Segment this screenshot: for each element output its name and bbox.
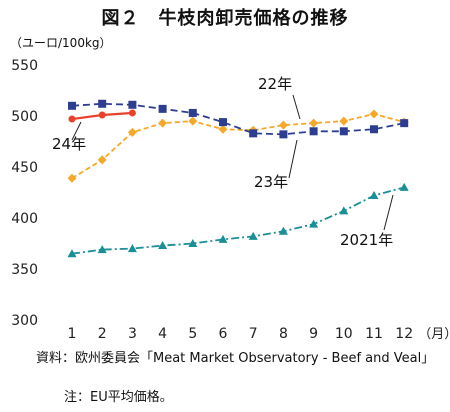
y-tick-label: 500 [11, 109, 38, 125]
data-point-2021 [399, 182, 409, 191]
data-point-22 [369, 109, 379, 119]
data-point-24 [128, 109, 136, 117]
data-point-22 [127, 127, 137, 137]
source-note: 資料：欧州委員会「Meat Market Observatory - Beef … [36, 351, 435, 366]
x-tick-label: 11 [365, 326, 383, 342]
chart-title: 図２ 牛枝肉卸売価格の推移 [101, 8, 349, 29]
data-point-22 [97, 155, 107, 165]
data-point-23 [370, 125, 378, 134]
x-tick-label: 10 [335, 326, 353, 342]
data-point-2021 [369, 191, 379, 200]
series-label-leader [292, 94, 301, 120]
data-point-22 [218, 124, 228, 134]
x-tick-label: 6 [219, 326, 228, 342]
x-tick-label: 12 [395, 326, 413, 342]
data-point-23 [249, 129, 258, 138]
x-tick-label: 2 [98, 326, 107, 342]
y-tick-label: 350 [11, 262, 38, 278]
data-point-24 [68, 115, 76, 123]
y-tick-label: 300 [11, 313, 38, 329]
x-tick-label: 4 [158, 326, 167, 342]
series-line-23 [71, 102, 405, 136]
data-point-2021 [339, 206, 349, 215]
data-point-2021 [278, 226, 288, 235]
series-line-2021 [71, 186, 405, 255]
data-point-22 [158, 118, 168, 128]
data-point-23 [68, 101, 76, 110]
y-tick-label: 550 [11, 58, 38, 74]
data-point-22 [339, 116, 349, 126]
data-point-2021 [67, 249, 77, 258]
footnote: 注：EU平均価格。 [64, 390, 173, 405]
x-axis-unit-label: （月） [418, 327, 450, 342]
data-point-2021 [248, 231, 258, 240]
series-label-leader [383, 194, 394, 231]
data-point-23 [128, 100, 137, 109]
data-point-23 [309, 127, 318, 136]
series-label-2021: 2021年 [340, 231, 393, 249]
data-point-22 [188, 116, 198, 126]
data-point-23 [400, 119, 409, 128]
data-point-23 [279, 130, 288, 139]
x-tick-label: 1 [68, 326, 77, 342]
data-point-23 [339, 127, 348, 136]
series-label-24: 24年 [52, 135, 86, 153]
data-point-2021 [127, 244, 137, 253]
data-point-2021 [188, 239, 198, 247]
series-label-23: 23年 [254, 173, 288, 191]
data-point-23 [98, 99, 107, 108]
data-point-2021 [218, 234, 228, 243]
series-label-22: 22年 [258, 75, 292, 93]
x-tick-label: 8 [279, 326, 288, 342]
data-point-22 [309, 118, 319, 128]
data-point-23 [158, 104, 167, 113]
data-point-22 [278, 120, 288, 130]
series-label-leader [288, 139, 298, 179]
x-tick-label: 3 [128, 326, 137, 342]
data-point-23 [188, 108, 197, 117]
data-point-23 [219, 118, 227, 127]
data-point-2021 [97, 245, 107, 254]
data-point-24 [98, 111, 106, 119]
x-tick-label: 5 [188, 326, 197, 342]
y-tick-label: 450 [11, 160, 38, 176]
y-axis-unit-label: （ユーロ/100kg） [10, 36, 112, 50]
x-tick-label: 7 [249, 326, 258, 342]
data-point-2021 [309, 219, 319, 228]
series-line-22 [71, 113, 405, 179]
data-point-22 [67, 173, 77, 183]
x-tick-label: 9 [309, 326, 318, 342]
series-label-leader [71, 121, 82, 141]
data-point-2021 [158, 241, 168, 250]
y-tick-label: 400 [11, 211, 38, 227]
